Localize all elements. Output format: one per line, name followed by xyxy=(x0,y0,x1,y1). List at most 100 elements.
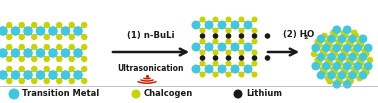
Circle shape xyxy=(226,39,231,44)
Circle shape xyxy=(61,48,70,58)
Circle shape xyxy=(335,57,342,63)
Circle shape xyxy=(367,57,373,63)
Circle shape xyxy=(330,48,336,54)
Circle shape xyxy=(251,71,257,77)
Circle shape xyxy=(217,20,226,29)
Circle shape xyxy=(341,66,347,72)
Circle shape xyxy=(342,51,349,57)
Circle shape xyxy=(226,60,231,67)
Circle shape xyxy=(359,53,367,61)
Circle shape xyxy=(48,26,58,36)
Circle shape xyxy=(81,56,87,62)
Circle shape xyxy=(132,90,141,98)
Circle shape xyxy=(212,60,218,67)
Circle shape xyxy=(239,50,245,56)
Circle shape xyxy=(19,66,25,72)
Circle shape xyxy=(251,50,257,56)
Circle shape xyxy=(348,71,357,80)
Circle shape xyxy=(343,44,352,52)
Circle shape xyxy=(356,57,363,63)
Circle shape xyxy=(321,33,328,39)
Circle shape xyxy=(81,22,87,28)
Circle shape xyxy=(243,43,253,52)
Circle shape xyxy=(68,22,75,28)
Circle shape xyxy=(353,51,359,57)
Text: 2: 2 xyxy=(303,35,307,40)
Circle shape xyxy=(239,55,244,61)
Circle shape xyxy=(353,62,362,70)
Circle shape xyxy=(353,44,362,52)
Circle shape xyxy=(11,48,20,58)
Circle shape xyxy=(351,66,358,72)
Circle shape xyxy=(338,53,346,61)
Circle shape xyxy=(192,64,200,74)
Circle shape xyxy=(23,26,33,36)
Circle shape xyxy=(56,22,62,28)
Circle shape xyxy=(200,16,206,22)
Circle shape xyxy=(31,44,37,50)
Circle shape xyxy=(348,35,357,43)
Circle shape xyxy=(327,42,333,48)
Circle shape xyxy=(212,39,218,44)
Circle shape xyxy=(341,48,347,54)
Circle shape xyxy=(0,26,8,36)
Circle shape xyxy=(341,30,347,36)
Circle shape xyxy=(327,35,336,43)
Circle shape xyxy=(314,57,321,63)
Circle shape xyxy=(56,56,62,62)
Circle shape xyxy=(316,60,322,66)
Circle shape xyxy=(332,51,338,57)
Circle shape xyxy=(251,39,257,44)
Circle shape xyxy=(226,55,231,61)
Circle shape xyxy=(327,78,333,84)
Circle shape xyxy=(332,69,338,75)
Circle shape xyxy=(6,78,12,84)
Circle shape xyxy=(332,25,341,34)
Circle shape xyxy=(332,80,341,89)
Circle shape xyxy=(68,44,75,50)
Circle shape xyxy=(200,39,206,44)
Circle shape xyxy=(321,69,328,75)
Circle shape xyxy=(81,44,87,50)
Circle shape xyxy=(81,78,87,84)
Circle shape xyxy=(31,66,37,72)
Text: O: O xyxy=(307,30,314,39)
Circle shape xyxy=(217,43,226,52)
Circle shape xyxy=(239,39,245,44)
Circle shape xyxy=(347,42,354,48)
Circle shape xyxy=(332,62,341,70)
Circle shape xyxy=(239,71,245,77)
Circle shape xyxy=(332,33,338,39)
Circle shape xyxy=(6,66,12,72)
Circle shape xyxy=(6,44,12,50)
Circle shape xyxy=(337,78,344,84)
Circle shape xyxy=(200,28,206,33)
Circle shape xyxy=(338,35,346,43)
Circle shape xyxy=(353,69,359,75)
Circle shape xyxy=(356,75,363,81)
Circle shape xyxy=(226,28,231,33)
Circle shape xyxy=(217,64,226,74)
Circle shape xyxy=(321,51,328,57)
Circle shape xyxy=(330,66,336,72)
Circle shape xyxy=(335,39,342,45)
Circle shape xyxy=(364,44,373,52)
Circle shape xyxy=(61,26,70,36)
Circle shape xyxy=(343,62,352,70)
Circle shape xyxy=(361,48,368,54)
Circle shape xyxy=(192,43,200,52)
Circle shape xyxy=(212,28,218,33)
Circle shape xyxy=(239,28,245,33)
Circle shape xyxy=(43,56,50,62)
Circle shape xyxy=(31,56,37,62)
Text: (2) H: (2) H xyxy=(283,30,307,39)
Circle shape xyxy=(36,48,45,58)
Circle shape xyxy=(317,53,325,61)
Circle shape xyxy=(319,66,326,72)
Circle shape xyxy=(265,55,270,61)
Circle shape xyxy=(234,90,243,98)
Circle shape xyxy=(335,75,342,81)
Circle shape xyxy=(43,22,50,28)
Circle shape xyxy=(251,28,257,33)
Circle shape xyxy=(364,62,373,70)
